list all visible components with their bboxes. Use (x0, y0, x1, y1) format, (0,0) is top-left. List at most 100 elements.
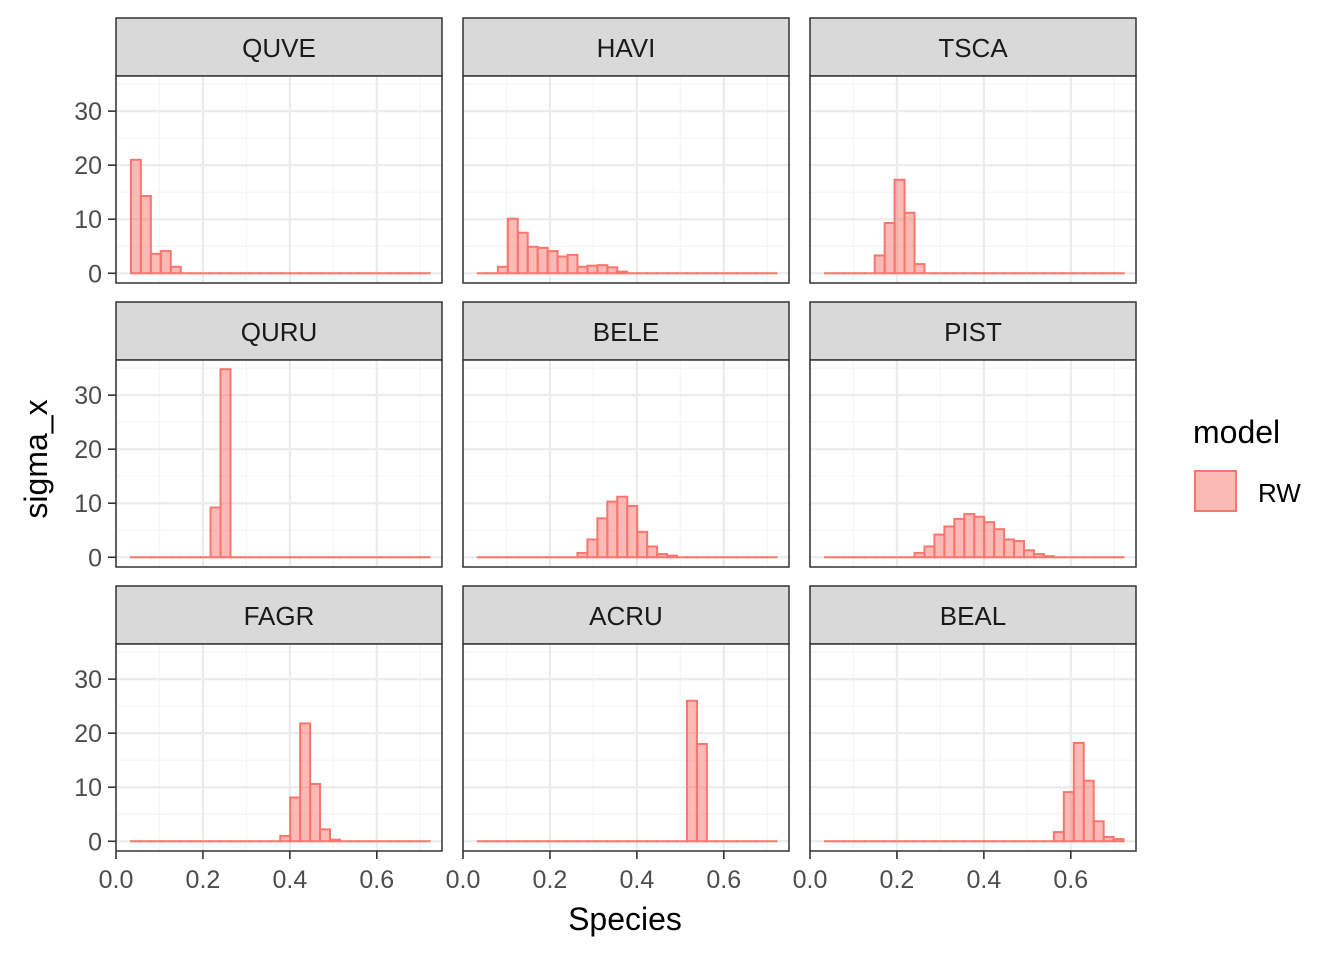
histogram-bar (1013, 540, 1026, 559)
histogram-tsca (823, 178, 1125, 275)
histogram-bar (873, 254, 886, 275)
histogram-bar (329, 838, 341, 843)
facet-acru: ACRU (461, 585, 790, 852)
histogram-bar (983, 521, 996, 559)
histogram-bar (496, 265, 509, 275)
facet-strip-acru (462, 585, 790, 645)
histogram-bar (636, 530, 649, 559)
panel-border (809, 643, 1137, 852)
histogram-bar (656, 553, 669, 559)
histogram-pist (823, 513, 1125, 559)
facet-pist: PIST (808, 301, 1137, 568)
histogram-beal (823, 741, 1125, 843)
histogram-bar (299, 722, 312, 843)
histogram-bar (1032, 553, 1045, 559)
legend: model RW (1193, 414, 1301, 512)
histogram-bar (1112, 838, 1125, 843)
histogram-bar (913, 551, 926, 559)
x-tick-label: 0.0 (446, 866, 481, 894)
histogram-quve (129, 158, 431, 275)
y-axis-title: sigma_x (18, 399, 54, 518)
x-tick-label: 0.6 (1053, 866, 1088, 894)
histogram-bar (219, 368, 232, 559)
histogram-bar (953, 517, 966, 559)
histogram-bar (319, 828, 332, 843)
facet-strip-label: FAGR (244, 601, 315, 631)
histogram-bar (606, 500, 619, 559)
panel-border (115, 643, 443, 852)
x-tick-label: 0.4 (619, 866, 654, 894)
y-tick-label: 20 (74, 152, 102, 180)
y-tick-label: 0 (88, 260, 102, 288)
histogram-bar (963, 513, 976, 559)
facet-strip-pist (809, 301, 1137, 361)
histogram-bar (289, 796, 302, 843)
histogram-bar (159, 250, 172, 275)
x-tick-label: 0.2 (880, 866, 915, 894)
histogram-bar (1092, 820, 1105, 843)
histogram-bar (576, 265, 589, 275)
legend-label-rw: RW (1258, 478, 1301, 508)
histogram-bar (279, 834, 292, 843)
facet-strip-label: HAVI (597, 33, 656, 63)
histogram-bar (1072, 741, 1085, 843)
facet-quru: QURU (114, 301, 443, 568)
panel-border (115, 359, 443, 568)
x-tick-label: 0.0 (99, 866, 134, 894)
histogram-bar (1102, 835, 1115, 843)
histogram-bar (903, 211, 916, 275)
histogram-bar (546, 250, 559, 275)
y-tick-label: 0 (88, 828, 102, 856)
histogram-bar (695, 742, 708, 843)
histogram-bar (506, 217, 519, 275)
facet-strip-label: QUVE (242, 33, 316, 63)
histogram-bar (923, 545, 936, 559)
y-tick-label: 30 (74, 98, 102, 126)
histogram-bar (586, 264, 599, 275)
panel-background (116, 360, 442, 567)
panel-border (462, 359, 790, 568)
facet-fagr: FAGR (114, 585, 443, 852)
histogram-bar (893, 178, 906, 275)
facet-strip-bele (462, 301, 790, 361)
legend-title: model (1193, 414, 1280, 450)
panel-background (810, 76, 1136, 283)
histogram-bar (566, 253, 579, 275)
facet-bele: BELE (461, 301, 790, 568)
histogram-bar (1003, 538, 1016, 559)
histogram-bar (576, 551, 589, 559)
panel-background (116, 644, 442, 851)
histogram-bar (526, 245, 539, 275)
y-tick-label: 30 (74, 666, 102, 694)
y-tick-label: 0 (88, 544, 102, 572)
histogram-bele (476, 495, 778, 559)
facet-strip-label: QURU (241, 317, 318, 347)
y-tick-label: 20 (74, 436, 102, 464)
x-tick-label: 0.4 (272, 866, 307, 894)
histogram-bar (973, 515, 986, 559)
y-tick-label: 10 (74, 490, 102, 518)
x-tick-label: 0.2 (533, 866, 568, 894)
histogram-bar (149, 252, 162, 275)
histogram-bar (666, 554, 679, 559)
histogram-bar (586, 538, 599, 559)
facet-strip-label: BELE (593, 317, 660, 347)
histogram-bar (556, 255, 569, 275)
facet-havi: HAVI (461, 17, 790, 284)
panel-border (115, 75, 443, 284)
histogram-bar (993, 528, 1006, 559)
histogram-bar (606, 266, 619, 275)
y-tick-label: 30 (74, 382, 102, 410)
histogram-bar (616, 495, 629, 559)
histogram-bar (516, 231, 529, 275)
panel-border (462, 643, 790, 852)
x-tick-label: 0.6 (706, 866, 741, 894)
histogram-bar (943, 525, 956, 559)
histogram-bar (129, 158, 142, 275)
histogram-bar (883, 222, 896, 275)
histogram-bar (616, 270, 629, 275)
x-tick-label: 0.4 (966, 866, 1001, 894)
histogram-bar (913, 263, 926, 275)
legend-key-rw (1194, 470, 1237, 512)
y-tick-label: 10 (74, 206, 102, 234)
